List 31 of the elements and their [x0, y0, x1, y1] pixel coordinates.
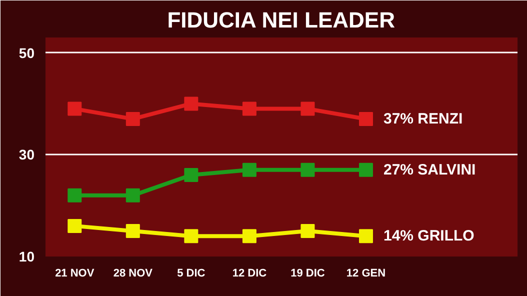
- x-tick-label: 19 DIC: [290, 268, 325, 280]
- point: [300, 102, 315, 116]
- point: [358, 229, 373, 244]
- point: [184, 168, 198, 182]
- point: [300, 162, 315, 177]
- point: [300, 224, 315, 238]
- point: [68, 188, 82, 202]
- x-tick-label: 21 NOV: [55, 268, 95, 280]
- point: [126, 188, 140, 202]
- y-tick-label: 50: [18, 44, 35, 61]
- text: 37% RENZI: [383, 110, 463, 128]
- point: [242, 102, 256, 116]
- y-tick-label: 30: [18, 146, 35, 163]
- x-tick-label: 12 DIC: [232, 268, 267, 280]
- chart-title: FIDUCIA NEI LEADER: [167, 8, 396, 32]
- point: [68, 218, 82, 233]
- x-tick-label: 5 DIC: [177, 268, 206, 280]
- x-tick-label: 28 NOV: [113, 268, 154, 280]
- point: [242, 162, 256, 177]
- point: [68, 102, 82, 116]
- point: [358, 112, 373, 126]
- point: [126, 224, 140, 238]
- point: [126, 112, 140, 126]
- x-tick-label: 12 GEN: [346, 268, 386, 280]
- text: 14% GRILLO: [383, 228, 474, 245]
- point: [184, 96, 198, 111]
- text: 27% SALVINI: [383, 161, 476, 178]
- point: [358, 162, 373, 177]
- point: [242, 229, 256, 244]
- point: [184, 229, 198, 244]
- y-tick-label: 10: [18, 248, 35, 264]
